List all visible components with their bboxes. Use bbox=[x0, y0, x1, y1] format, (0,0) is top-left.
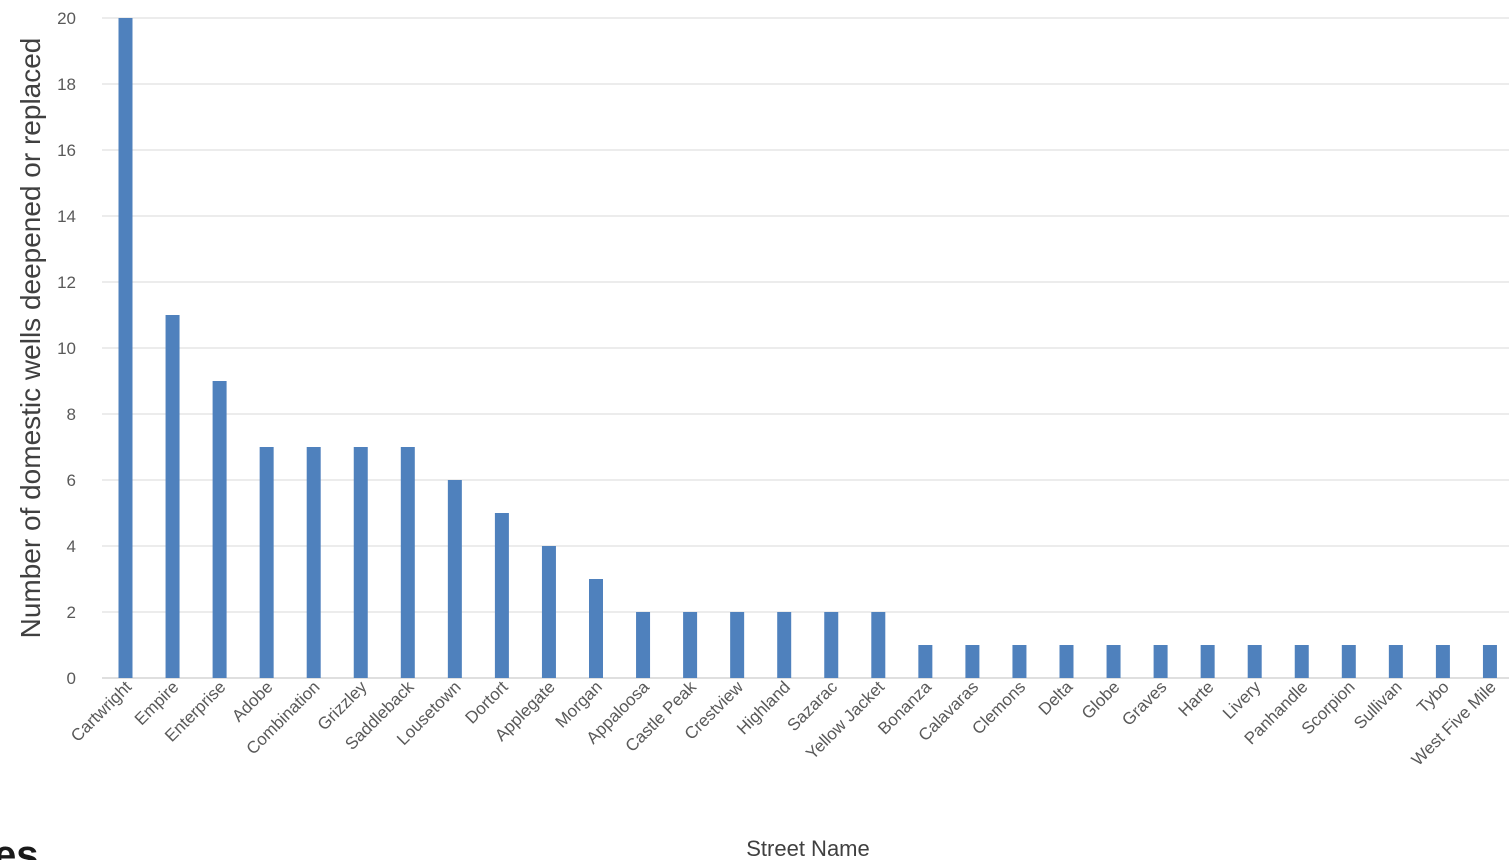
bar-enterprise bbox=[212, 381, 227, 678]
bar-clemons bbox=[1012, 645, 1027, 678]
bar-morgan bbox=[589, 579, 603, 678]
y-tick-label: 0 bbox=[67, 669, 76, 688]
bar-saddleback bbox=[400, 447, 415, 678]
y-tick-label: 18 bbox=[57, 75, 76, 94]
y-tick-label: 16 bbox=[57, 141, 76, 160]
x-tick-label: Cartwright bbox=[67, 677, 135, 745]
bar-highland bbox=[777, 612, 792, 678]
x-tick-label: Delta bbox=[1035, 677, 1077, 719]
gridlines bbox=[102, 17, 1509, 679]
bar-sazarac bbox=[824, 612, 839, 678]
x-axis-ticks: CartwrightEmpireEnterpriseAdobeCombinati… bbox=[67, 677, 1500, 770]
x-tick-label: Sullivan bbox=[1350, 677, 1406, 733]
bar-tybo bbox=[1435, 645, 1450, 678]
bar-delta bbox=[1059, 645, 1074, 678]
bar-globe bbox=[1106, 645, 1121, 678]
bar-graves bbox=[1153, 645, 1168, 678]
bar-lousetown bbox=[447, 480, 462, 678]
y-tick-label: 10 bbox=[57, 339, 76, 358]
x-tick-label: Tybo bbox=[1413, 677, 1452, 716]
bar-castle-peak bbox=[683, 612, 698, 678]
y-tick-label: 8 bbox=[67, 405, 76, 424]
bars bbox=[118, 18, 1497, 678]
bar-combination bbox=[306, 447, 321, 678]
bar-crestview bbox=[730, 612, 745, 678]
x-tick-label: Graves bbox=[1118, 677, 1170, 729]
x-axis-title: Street Name bbox=[746, 836, 870, 860]
bar-harte bbox=[1200, 645, 1215, 678]
bar-grizzley bbox=[353, 447, 368, 678]
bar-calavaras bbox=[965, 645, 980, 678]
bar-appaloosa bbox=[636, 612, 651, 678]
bar-bonanza bbox=[918, 645, 933, 678]
x-tick-label: Globe bbox=[1078, 677, 1124, 723]
x-tick-label: Harte bbox=[1175, 677, 1218, 720]
bar-cartwright bbox=[118, 18, 133, 678]
y-tick-label: 14 bbox=[57, 207, 76, 226]
bar-west-five-mile bbox=[1482, 645, 1497, 678]
cropped-edge-text: es bbox=[0, 833, 39, 860]
bar-adobe bbox=[259, 447, 274, 678]
y-tick-label: 20 bbox=[57, 9, 76, 28]
x-tick-label: Livery bbox=[1219, 677, 1265, 723]
y-tick-label: 4 bbox=[67, 537, 76, 556]
x-tick-label: West Five Mile bbox=[1408, 677, 1500, 769]
bar-empire bbox=[165, 315, 180, 678]
bar-panhandle bbox=[1294, 645, 1309, 678]
y-axis-ticks: 0 2 4 6 8 10 12 14 16 18 20 bbox=[57, 9, 76, 688]
y-tick-label: 6 bbox=[67, 471, 76, 490]
bar-applegate bbox=[541, 546, 556, 678]
y-axis-title: Number of domestic wells deepened or rep… bbox=[15, 38, 46, 639]
bar-dortort bbox=[494, 513, 509, 678]
bar-sullivan bbox=[1388, 645, 1403, 678]
y-tick-label: 12 bbox=[57, 273, 76, 292]
y-tick-label: 2 bbox=[67, 603, 76, 622]
bar-yellow-jacket bbox=[871, 612, 886, 678]
bar-livery bbox=[1247, 645, 1262, 678]
bar-scorpion bbox=[1341, 645, 1356, 678]
